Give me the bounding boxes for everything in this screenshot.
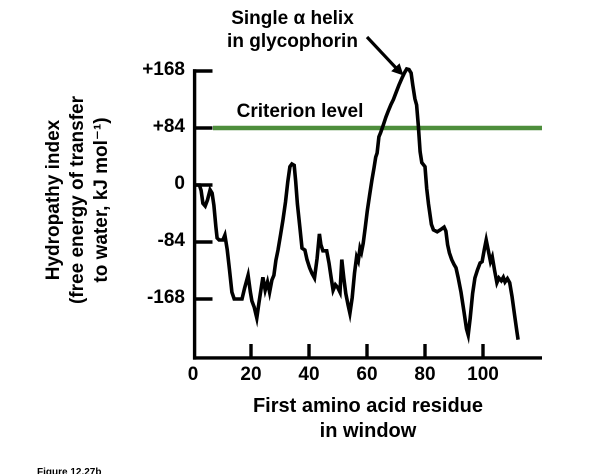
- figure-caption: Figure 12.27b: [37, 467, 102, 474]
- y-tick-label: -168: [146, 287, 185, 308]
- annotation-arrow-line: [365, 35, 399, 71]
- annotation-single-alpha-helix: Single α helix in glycophorin: [195, 7, 390, 53]
- x-axis-title-line-1: First amino acid residue: [252, 395, 484, 417]
- y-tick-label: +84: [152, 115, 185, 137]
- x-tick-label: 60: [356, 364, 378, 385]
- criterion-level-label: Criterion level: [236, 101, 364, 122]
- y-axis-title-line-1: Hydropathy index: [43, 119, 64, 281]
- y-tick-label: -84: [157, 230, 185, 251]
- annotation-line-1: Single α helix: [231, 8, 354, 29]
- x-tick-label: 0: [187, 364, 199, 385]
- x-tick-label: 40: [298, 364, 320, 385]
- x-tick-label: 100: [467, 364, 499, 385]
- y-tick-label: +168: [142, 58, 185, 80]
- y-axis-title-line-3: to water, kJ mol⁻¹): [91, 117, 112, 283]
- y-axis-title: Hydropathy index (free energy of transfe…: [42, 50, 114, 350]
- annotation-line-2: in glycophorin: [227, 31, 358, 52]
- annotation-arrowhead-icon: [391, 63, 404, 76]
- x-axis-title-line-2: in window: [319, 420, 417, 442]
- x-tick-label: 80: [414, 364, 436, 385]
- y-axis-tick-labels: +168 +84 0 -84 -168: [128, 0, 185, 474]
- x-tick-label: 20: [240, 364, 262, 385]
- x-axis-title: First amino acid residue in window: [218, 394, 518, 444]
- hydropathy-curve: [193, 66, 520, 345]
- x-axis-tick-labels: 0 20 40 60 80 100: [0, 364, 610, 390]
- y-tick-label: 0: [174, 173, 185, 194]
- y-axis-title-line-2: (free energy of transfer: [67, 96, 88, 305]
